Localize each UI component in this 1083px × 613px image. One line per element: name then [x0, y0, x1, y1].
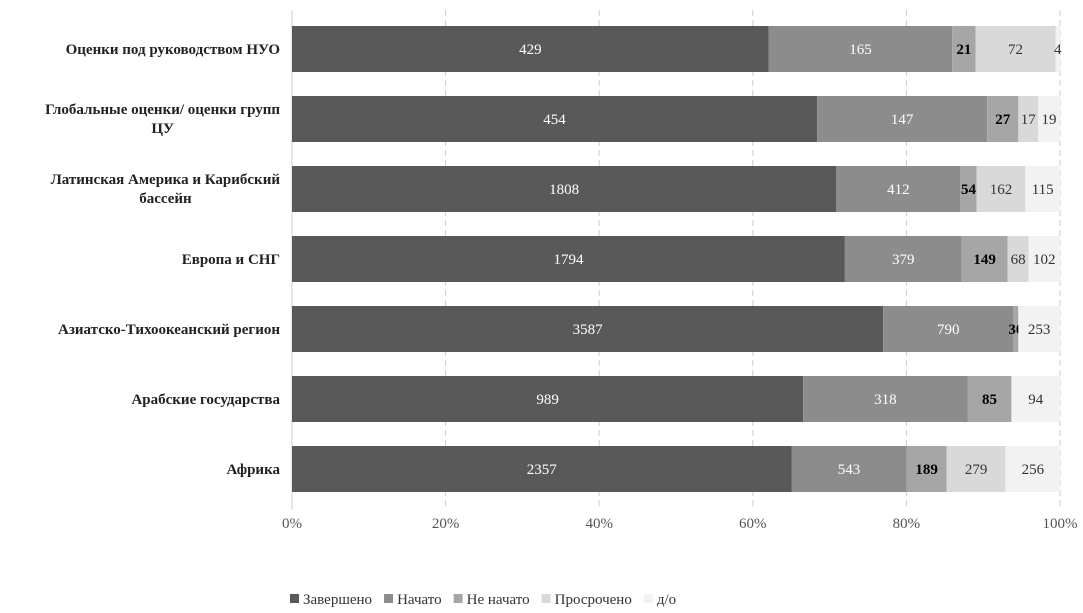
bar-segment: [1038, 96, 1060, 142]
bar-segment: [292, 96, 818, 142]
category-label: Оценки под руководством НУО: [66, 42, 280, 58]
data-label: 790: [937, 322, 960, 338]
bar-segment: [976, 166, 1026, 212]
legend-swatch: [643, 594, 653, 603]
data-label: 102: [1033, 252, 1056, 268]
data-label: 1794: [553, 252, 584, 268]
bar-segment: [961, 236, 1008, 282]
legend: Завершено Начато Не начато Просрочено д/о: [290, 592, 676, 608]
data-label: 68: [1011, 252, 1026, 268]
legend-label: Просрочено: [555, 592, 632, 608]
data-label: 94: [1028, 392, 1044, 408]
data-label: 429: [519, 42, 542, 58]
data-label: 253: [1028, 322, 1051, 338]
data-label: 4: [1054, 42, 1062, 58]
data-label: 54: [961, 182, 977, 198]
bar-segment: [987, 96, 1019, 142]
bar-segment: [960, 166, 977, 212]
category-label: Азиатско-Тихоокеанский регион: [58, 322, 280, 338]
bar-segment: [791, 446, 907, 492]
bar-segment: [1028, 236, 1060, 282]
bar-segment: [844, 236, 962, 282]
bar-segment: [1011, 376, 1060, 422]
data-label: 21: [956, 42, 971, 58]
bar-segment: [1005, 446, 1060, 492]
x-tick-label: 100%: [1043, 516, 1078, 532]
category-label: ЦУ: [151, 121, 174, 137]
data-label: 17: [1021, 112, 1037, 128]
bar-segment: [883, 306, 1014, 352]
category-label: Европа и СНГ: [182, 252, 280, 268]
category-label: бассейн: [139, 191, 192, 207]
bar-segment: [292, 236, 845, 282]
bar-segment: [1055, 26, 1060, 72]
bar-segment: [1018, 96, 1039, 142]
data-label: 379: [892, 252, 915, 268]
data-label: 279: [965, 462, 988, 478]
bar-segment: [292, 26, 769, 72]
x-tick-label: 80%: [893, 516, 921, 532]
x-axis-ticks: 0% 20% 40% 60% 80% 100%: [282, 516, 1078, 532]
data-label: 189: [915, 462, 938, 478]
bar-segment: [768, 26, 953, 72]
category-labels: Оценки под руководством НУО Глобальные оц…: [45, 42, 280, 478]
data-label: 3587: [573, 322, 604, 338]
bar-segment: [1025, 166, 1060, 212]
data-label: 115: [1032, 182, 1054, 198]
bar-segment: [803, 376, 968, 422]
data-label: 149: [973, 252, 996, 268]
bar-segment: [946, 446, 1006, 492]
data-label: 19: [1042, 112, 1057, 128]
data-label: 85: [982, 392, 997, 408]
bar-segment: [906, 446, 947, 492]
legend-swatch: [384, 594, 394, 603]
bar-segment: [292, 446, 792, 492]
x-tick-label: 60%: [739, 516, 767, 532]
data-label: 162: [990, 182, 1013, 198]
data-label: 318: [874, 392, 897, 408]
bar-segment: [292, 376, 804, 422]
x-tick-label: 0%: [282, 516, 302, 532]
bar-segment: [967, 376, 1012, 422]
bar-segment: [975, 26, 1056, 72]
category-label: Глобальные оценки/ оценки групп: [45, 102, 280, 118]
data-label: 165: [849, 42, 872, 58]
bar-segment: [817, 96, 988, 142]
data-label: 2357: [527, 462, 558, 478]
bar-segment: [1013, 306, 1019, 352]
data-label: 543: [838, 462, 861, 478]
data-label: 412: [887, 182, 910, 198]
data-label: 27: [995, 112, 1011, 128]
legend-label: Завершено: [303, 592, 372, 608]
bar-segment: [836, 166, 961, 212]
data-label: 454: [543, 112, 566, 128]
bar-segment: [1018, 306, 1060, 352]
legend-swatch: [453, 594, 463, 603]
bar-segment: [292, 306, 884, 352]
bar-segment: [952, 26, 976, 72]
category-label: Африка: [226, 462, 280, 478]
legend-swatch: [290, 594, 299, 603]
bar-segment: [292, 166, 837, 212]
data-label: 256: [1022, 462, 1045, 478]
category-label: Латинская Америка и Карибский: [51, 172, 281, 188]
data-label: 1808: [549, 182, 579, 198]
bar-segment: [1007, 236, 1029, 282]
x-tick-label: 40%: [585, 516, 613, 532]
bars: 429 165 21 72 4 454 147 27 17 19 1808 412 54 162 115 17…: [292, 26, 1062, 492]
legend-label: д/о: [657, 592, 676, 608]
category-label: Арабские государства: [131, 392, 280, 408]
data-label: 72: [1008, 42, 1023, 58]
legend-label: Не начато: [467, 592, 530, 608]
data-label: 147: [891, 112, 914, 128]
data-label: 989: [536, 392, 559, 408]
legend-swatch: [541, 594, 551, 603]
legend-label: Начато: [397, 592, 442, 608]
x-tick-label: 20%: [432, 516, 460, 532]
